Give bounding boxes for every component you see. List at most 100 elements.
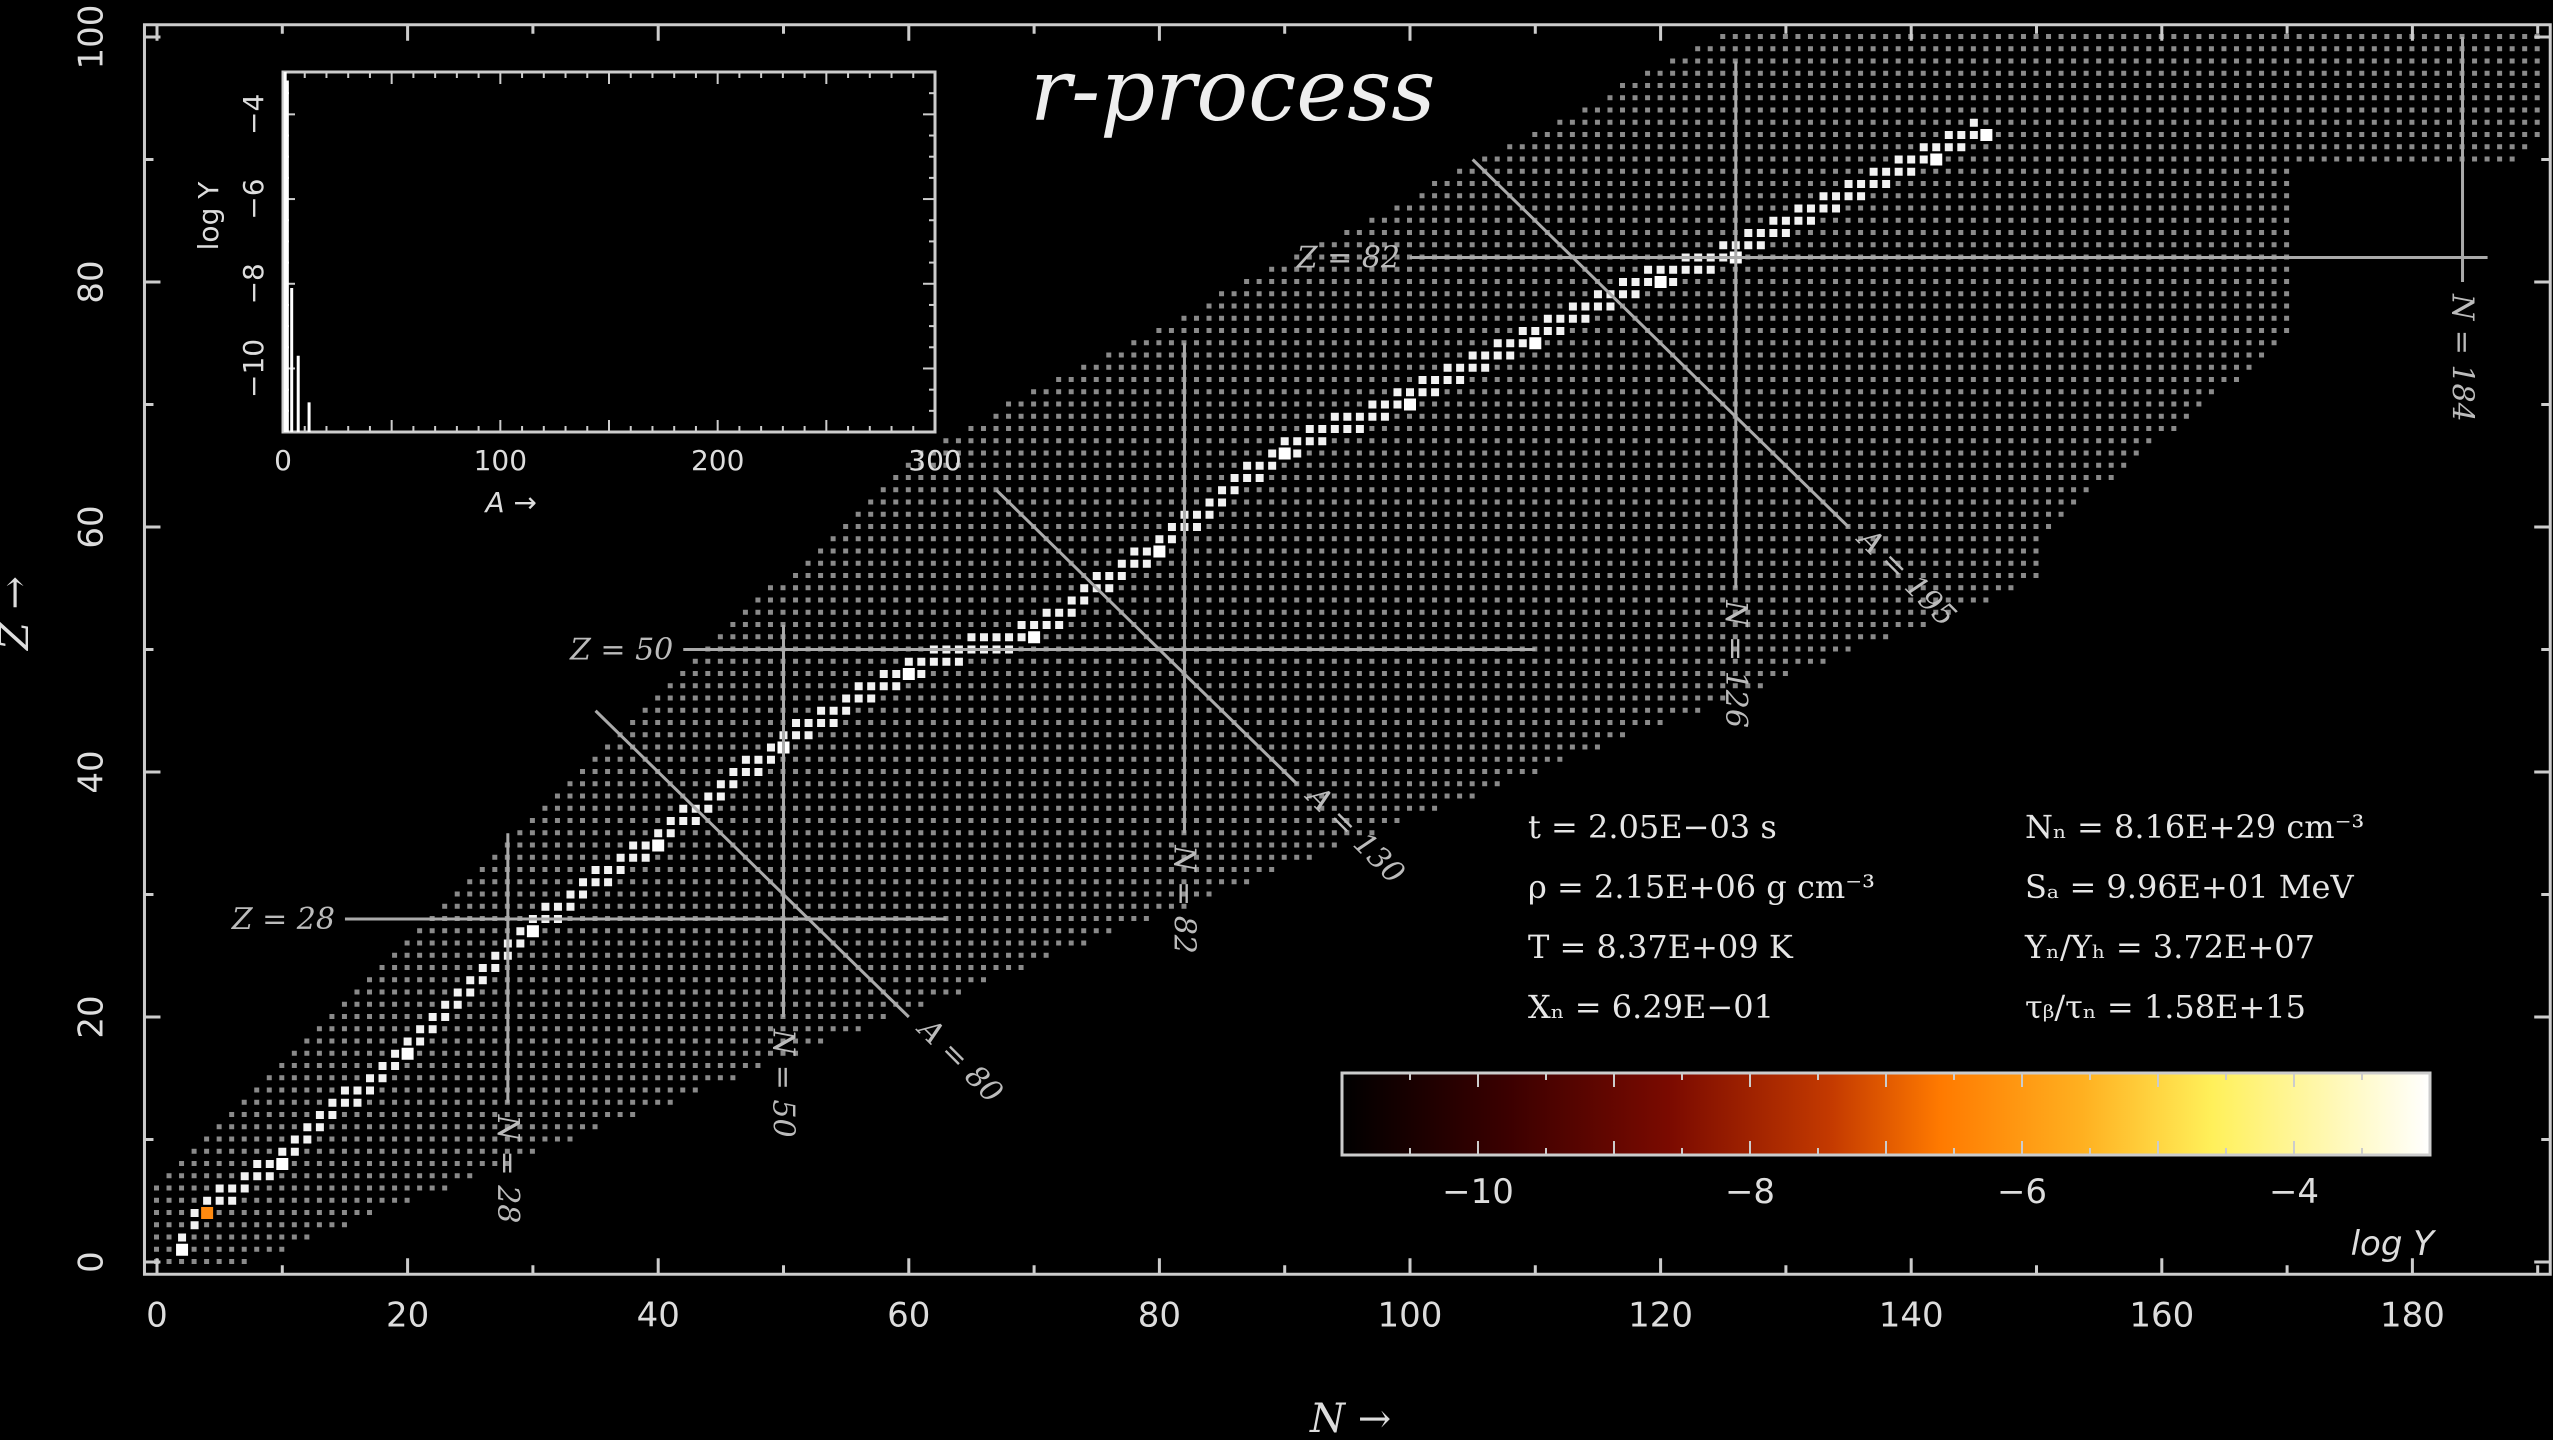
nuclide-cell <box>1607 168 1613 174</box>
nuclide-cell <box>855 720 861 725</box>
nuclide-cell <box>692 695 698 701</box>
nuclide-cell <box>1081 524 1087 529</box>
nuclide-cell <box>580 965 586 970</box>
nuclide-cell <box>993 854 999 860</box>
nuclide-cell <box>880 1001 886 1007</box>
nuclide-cell <box>1645 364 1651 370</box>
nuclide-cell <box>1269 536 1275 542</box>
nuclide-cell <box>1219 511 1225 517</box>
nuclide-cell <box>1594 364 1600 370</box>
nuclide-cell <box>467 1014 473 1019</box>
nuclide-cell <box>392 1124 398 1130</box>
nuclide-cell <box>1569 205 1575 211</box>
nuclide-cell <box>1294 352 1300 358</box>
nuclide-cell <box>1231 401 1237 407</box>
nuclide-cell <box>1231 377 1237 382</box>
nuclide-cell <box>980 928 986 934</box>
nuclide-cell <box>1156 658 1162 664</box>
nuclide-cell <box>1319 279 1325 284</box>
nuclide-cell <box>1682 658 1688 664</box>
nuclide-cell <box>1557 524 1563 529</box>
nuclide-cell <box>529 903 535 909</box>
nuclide-cell <box>1632 352 1638 358</box>
nuclide-cell <box>767 940 773 946</box>
nuclide-cell <box>1118 475 1124 480</box>
nuclide-cell <box>1607 585 1613 591</box>
nuclide-cell <box>642 903 648 909</box>
nuclide-cell <box>1682 450 1688 456</box>
nuclide-cell <box>755 1001 761 1007</box>
nuclide-cell <box>1231 426 1237 431</box>
nuclide-cell <box>1193 328 1199 333</box>
nuclide-cell <box>1031 769 1037 774</box>
nuclide-cell <box>1206 548 1212 554</box>
nuclide-cell <box>680 989 686 995</box>
nuclide-cell <box>1219 597 1225 603</box>
nuclide-cell <box>1419 205 1425 211</box>
nuclide-cell <box>617 1001 623 1007</box>
nuclide-cell <box>1469 756 1475 762</box>
nuclide-cell <box>279 1210 285 1215</box>
nuclide-cell <box>1594 413 1600 419</box>
nuclide-cell <box>1632 634 1638 640</box>
nuclide-cell <box>329 1026 335 1032</box>
nuclide-cell <box>1682 70 1688 76</box>
nuclide-cell <box>680 879 686 885</box>
nuclide-cell <box>404 965 410 970</box>
nuclide-cell <box>1143 793 1149 799</box>
nuclide-cell <box>1394 254 1400 260</box>
nuclide-cell <box>1494 303 1500 309</box>
nuclide-cell <box>818 940 824 946</box>
nuclide-cell <box>1444 389 1450 395</box>
nuclide-cell <box>1582 230 1588 235</box>
nuclide-cell <box>1682 646 1688 652</box>
nuclide-cell <box>893 805 899 811</box>
nuclide-cell <box>1143 683 1149 689</box>
nuclide-cell <box>1331 340 1337 346</box>
nuclide-cell <box>930 965 936 970</box>
nuclide-cell <box>1193 671 1199 676</box>
nuclide-cell <box>655 805 661 811</box>
nuclide-cell <box>1093 830 1099 836</box>
nuclide-cell <box>554 965 560 970</box>
nuclide-cell <box>291 1099 297 1105</box>
nuclide-cell <box>166 1185 172 1191</box>
nuclide-cell <box>1056 487 1062 493</box>
nuclide-cell <box>1444 560 1450 566</box>
nuclide-cell <box>968 879 974 885</box>
nuclide-cell <box>755 732 761 738</box>
nuclide-cell <box>1319 756 1325 762</box>
nuclide-cell <box>968 830 974 836</box>
nuclide-cell <box>567 830 573 836</box>
nuclide-cell <box>1168 340 1174 346</box>
nuclide-cell <box>1582 401 1588 407</box>
nuclide-cell <box>1745 597 1751 603</box>
nuclide-cell <box>617 1087 623 1093</box>
nuclide-cell <box>279 1063 285 1068</box>
nuclide-cell <box>1482 205 1488 211</box>
nuclide-cell <box>1381 793 1387 799</box>
nuclide-cell <box>617 805 623 811</box>
nuclide-cell <box>1645 622 1651 627</box>
nuclide-cell <box>354 1112 360 1117</box>
nuclide-cell <box>1394 511 1400 517</box>
nuclide-cell <box>542 1099 548 1105</box>
nuclide-cell <box>1494 487 1500 493</box>
nuclide-cell <box>1356 585 1362 591</box>
nuclide-cell <box>1256 426 1262 431</box>
nuclide-cell <box>955 511 961 517</box>
nuclide-cell <box>517 1075 523 1081</box>
nuclide-cell <box>1106 364 1112 370</box>
nuclide-cell <box>1569 707 1575 713</box>
nuclide-cell <box>429 1112 435 1117</box>
nuclide-cell <box>905 928 911 934</box>
nuclide-cell <box>818 658 824 664</box>
nuclide-cell <box>1006 683 1012 689</box>
nuclide-cell <box>1494 548 1500 554</box>
nuclide-cell <box>1131 609 1137 615</box>
nuclide-cell <box>354 1161 360 1166</box>
nuclide-cell <box>930 977 936 983</box>
nuclide-cell <box>1369 328 1375 333</box>
nuclide-cell <box>943 683 949 689</box>
nuclide-cell <box>554 818 560 823</box>
